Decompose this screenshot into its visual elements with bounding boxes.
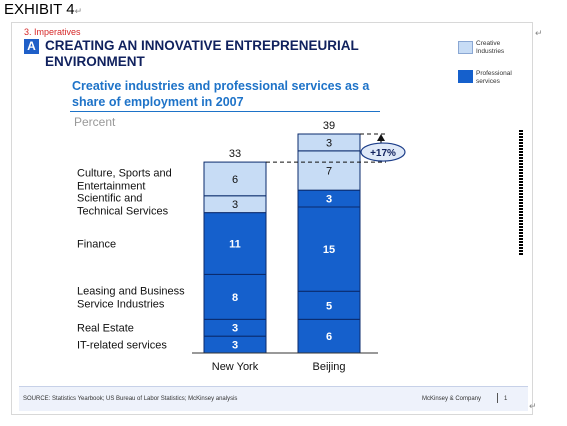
segment-value-label: 7 (326, 166, 332, 178)
slide-frame (11, 22, 533, 415)
segment-value-label: 6 (232, 174, 238, 186)
row-label: Finance (77, 239, 116, 251)
segment-value-label: 5 (326, 300, 332, 312)
bar-segment (297, 206, 361, 292)
segment-value-label: 8 (232, 292, 238, 304)
brand-label: McKinsey & Company (422, 396, 482, 402)
category-label: New York (212, 361, 259, 373)
bar-segment (297, 150, 361, 191)
exhibit-label: EXHIBIT 4↵ (4, 1, 83, 18)
footer-bar (19, 386, 528, 411)
legend-swatch-professional (458, 70, 473, 83)
bar-segment (203, 212, 267, 275)
title-underline (70, 111, 380, 112)
row-label: Leasing and Business Service Industries (77, 285, 185, 310)
slide-title: CREATING AN INNOVATIVE ENTREPRENEURIAL E… (45, 38, 359, 69)
page-number: 1 (504, 396, 508, 402)
legend-swatch-creative (458, 41, 473, 54)
segment-value-label: 3 (326, 194, 332, 206)
bar-segment (203, 273, 267, 320)
row-label: Real Estate (77, 323, 134, 335)
arrow-head-icon (377, 134, 385, 141)
section-label: 3. Imperatives (24, 27, 81, 37)
growth-annotation: +17% (266, 133, 406, 163)
row-label: Scientific and Technical Services (77, 193, 169, 218)
segment-value-label: 3 (232, 323, 238, 335)
row-labels: IT-related services Real Estate Leasing an… (77, 167, 185, 351)
bar-segment (297, 133, 361, 152)
section-letter-badge: A (24, 39, 39, 54)
side-tracking-text (519, 130, 523, 255)
legend-label-professional: Professional services (476, 70, 512, 85)
segment-value-label: 3 (326, 137, 332, 149)
segment-value-label: 15 (323, 244, 335, 256)
return-mark-icon: ↵ (535, 28, 543, 38)
row-label: Culture, Sports and Entertainment (77, 167, 172, 192)
footer-separator (497, 393, 498, 403)
return-mark-icon: ↵ (74, 6, 83, 16)
source-note: SOURCE: Statistics Yearbook; US Bureau o… (23, 396, 238, 402)
bar-total-label: 39 (323, 120, 335, 132)
bar-segment (297, 318, 361, 354)
return-mark-icon: ↵ (529, 401, 537, 411)
bar-segment (297, 290, 361, 320)
legend-label-creative: Creative Industries (476, 40, 505, 55)
y-unit-label: Percent (74, 115, 116, 129)
segment-value-label: 3 (232, 199, 238, 211)
category-label: Beijing (312, 361, 345, 373)
bar-total-label: 33 (229, 148, 241, 160)
growth-badge (360, 142, 406, 162)
segment-value-label: 11 (229, 239, 241, 251)
segment-value-label: 6 (326, 331, 332, 343)
segment-value-label: 3 (232, 340, 238, 352)
bar-segment (203, 161, 267, 197)
row-label: IT-related services (77, 340, 167, 352)
growth-label: +17% (370, 148, 396, 159)
chart-title: Creative industries and professional ser… (72, 79, 370, 109)
